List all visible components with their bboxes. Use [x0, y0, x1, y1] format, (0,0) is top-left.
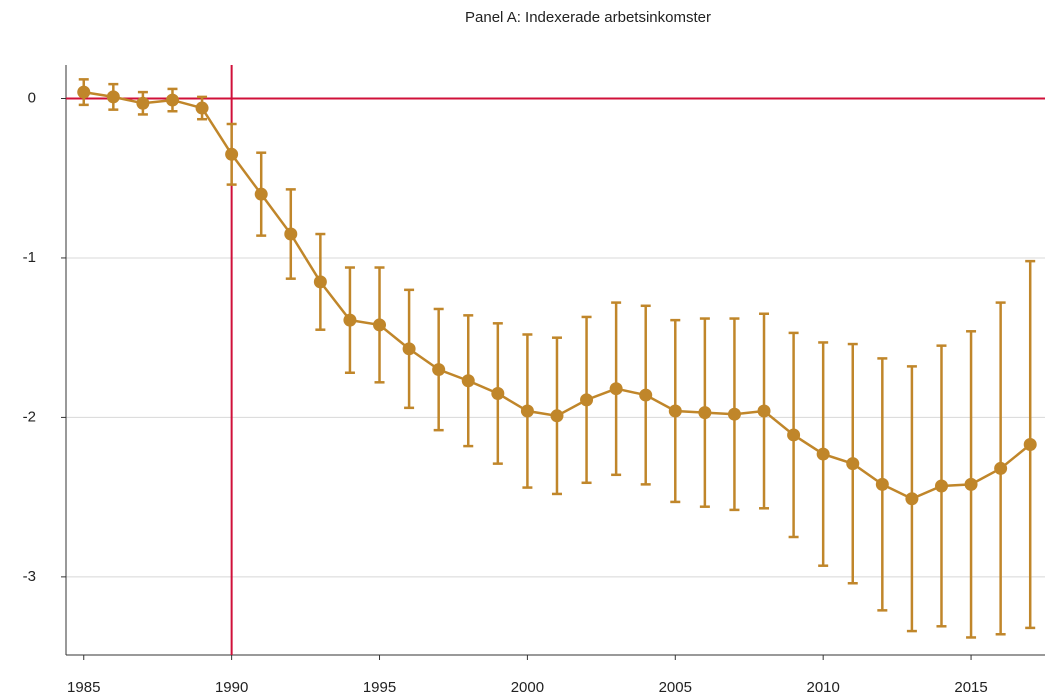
- point: [1023, 438, 1037, 452]
- point: [520, 404, 534, 418]
- point: [846, 457, 860, 471]
- point: [373, 318, 387, 332]
- point: [875, 477, 889, 491]
- point: [343, 313, 357, 327]
- point: [313, 275, 327, 289]
- point: [934, 479, 948, 493]
- point: [195, 101, 209, 115]
- point: [757, 404, 771, 418]
- chart-title: Panel A: Indexerade arbetsinkomster: [465, 9, 711, 26]
- y-tick-label: -2: [23, 408, 36, 425]
- point: [550, 409, 564, 423]
- point: [106, 90, 120, 104]
- point: [136, 96, 150, 110]
- x-tick-label: 2005: [659, 679, 692, 696]
- point: [491, 386, 505, 400]
- point: [905, 492, 919, 506]
- point: [639, 388, 653, 402]
- point: [461, 374, 475, 388]
- point: [77, 85, 91, 99]
- y-tick-label: -1: [23, 249, 36, 266]
- point: [225, 147, 239, 161]
- point: [284, 227, 298, 241]
- x-tick-label: 1990: [215, 679, 248, 696]
- point: [609, 382, 623, 396]
- x-tick-label: 1995: [363, 679, 396, 696]
- point: [668, 404, 682, 418]
- x-tick-label: 2000: [511, 679, 544, 696]
- y-tick-label: -3: [23, 568, 36, 585]
- point: [787, 428, 801, 442]
- point: [432, 363, 446, 377]
- point: [727, 407, 741, 421]
- point: [580, 393, 594, 407]
- point: [816, 447, 830, 461]
- point: [165, 93, 179, 107]
- point: [994, 461, 1008, 475]
- point: [254, 187, 268, 201]
- x-tick-label: 1985: [67, 679, 100, 696]
- y-tick-label: 0: [28, 89, 36, 106]
- point: [698, 406, 712, 420]
- point: [402, 342, 416, 356]
- x-tick-label: 2010: [806, 679, 839, 696]
- point: [964, 477, 978, 491]
- x-tick-label: 2015: [954, 679, 987, 696]
